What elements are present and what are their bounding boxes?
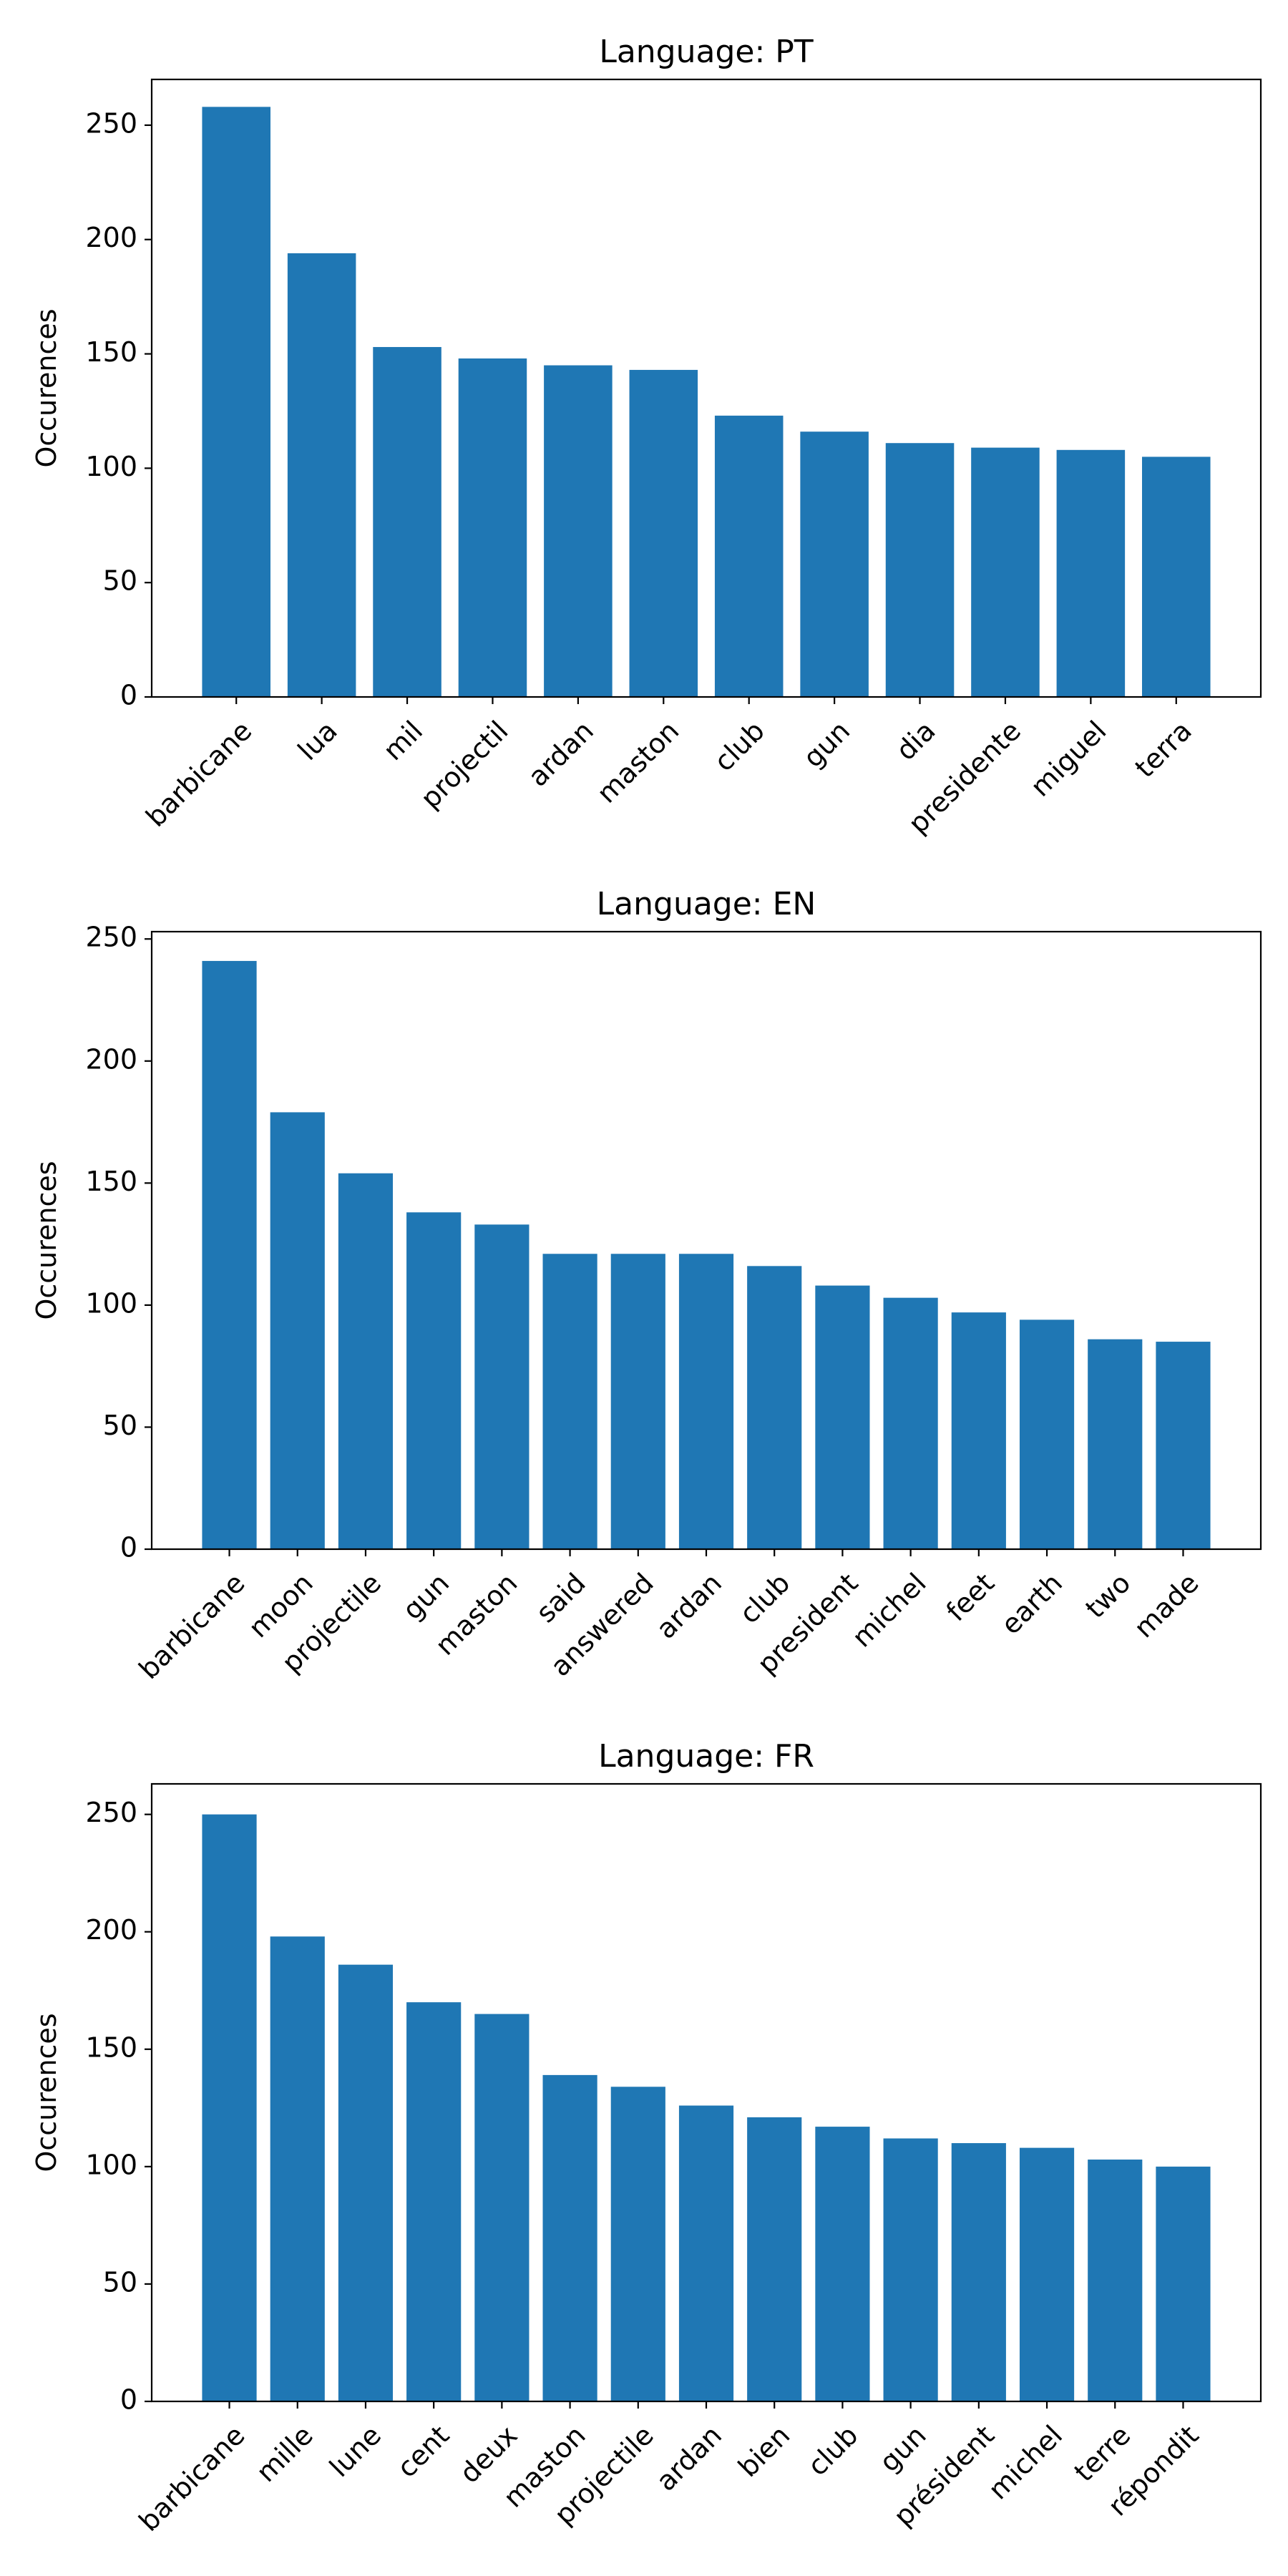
bar <box>338 1173 394 1549</box>
bar <box>678 1254 734 1549</box>
bar <box>815 1285 870 1549</box>
y-tick-label: 150 <box>85 336 137 368</box>
bar <box>747 2117 802 2401</box>
y-tick-label: 200 <box>85 1914 137 1946</box>
y-tick-label: 200 <box>85 222 137 253</box>
bar <box>747 1266 802 1549</box>
bar <box>1019 1319 1075 1549</box>
bar <box>951 2143 1006 2401</box>
bar <box>678 2105 734 2401</box>
y-tick-label: 100 <box>85 2149 137 2180</box>
bar <box>610 1254 665 1549</box>
bar <box>800 431 869 697</box>
bar <box>474 1224 530 1549</box>
bar <box>1156 2166 1211 2401</box>
bar <box>458 358 527 697</box>
bar <box>406 2002 462 2401</box>
y-tick-label: 250 <box>85 107 137 139</box>
bar <box>544 365 613 697</box>
bar <box>202 1814 257 2401</box>
bar <box>885 443 955 697</box>
bar <box>202 107 270 698</box>
bar <box>1088 2160 1143 2401</box>
y-tick-label: 250 <box>85 1797 137 1828</box>
y-tick-label: 50 <box>103 2266 137 2298</box>
axes-frame <box>150 930 1262 1551</box>
y-axis-label: Occurences <box>31 2013 62 2172</box>
bar <box>815 2127 870 2401</box>
bar <box>1156 1342 1211 1549</box>
y-tick-label: 50 <box>103 1410 137 1441</box>
y-axis-label: Occurences <box>31 1161 62 1319</box>
bar <box>202 960 257 1549</box>
chart-title: Language: EN <box>597 886 816 922</box>
axes-frame <box>150 1782 1262 2403</box>
y-axis-label: Occurences <box>31 308 62 467</box>
y-tick-label: 0 <box>120 680 137 711</box>
bar <box>883 2138 938 2401</box>
bar <box>971 447 1040 697</box>
bar <box>1056 449 1126 697</box>
y-tick-label: 0 <box>120 2384 137 2416</box>
bar <box>883 1297 938 1549</box>
bar <box>373 346 441 697</box>
bar <box>951 1312 1006 1549</box>
y-tick-label: 100 <box>85 1287 137 1319</box>
y-tick-label: 200 <box>85 1043 137 1075</box>
y-tick-label: 150 <box>85 1166 137 1197</box>
chart-title: Language: PT <box>599 34 813 70</box>
y-tick-label: 100 <box>85 451 137 482</box>
y-tick-label: 50 <box>103 565 137 597</box>
bar <box>610 2087 665 2401</box>
axes-frame <box>150 78 1262 698</box>
bar <box>1088 1339 1143 1549</box>
bar <box>406 1212 462 1549</box>
bar <box>270 1112 325 1549</box>
bar <box>270 1936 325 2401</box>
bar <box>1142 457 1211 697</box>
bar <box>1019 2147 1075 2401</box>
bar <box>287 253 356 697</box>
y-tick-label: 150 <box>85 2031 137 2063</box>
bar <box>542 1254 597 1549</box>
bar <box>629 369 698 697</box>
bar <box>714 415 784 697</box>
bar <box>542 2074 597 2401</box>
bar <box>338 1964 394 2401</box>
y-tick-label: 250 <box>85 922 137 953</box>
bar <box>474 2014 530 2401</box>
chart-title: Language: FR <box>598 1738 814 1775</box>
y-tick-label: 0 <box>120 1532 137 1563</box>
